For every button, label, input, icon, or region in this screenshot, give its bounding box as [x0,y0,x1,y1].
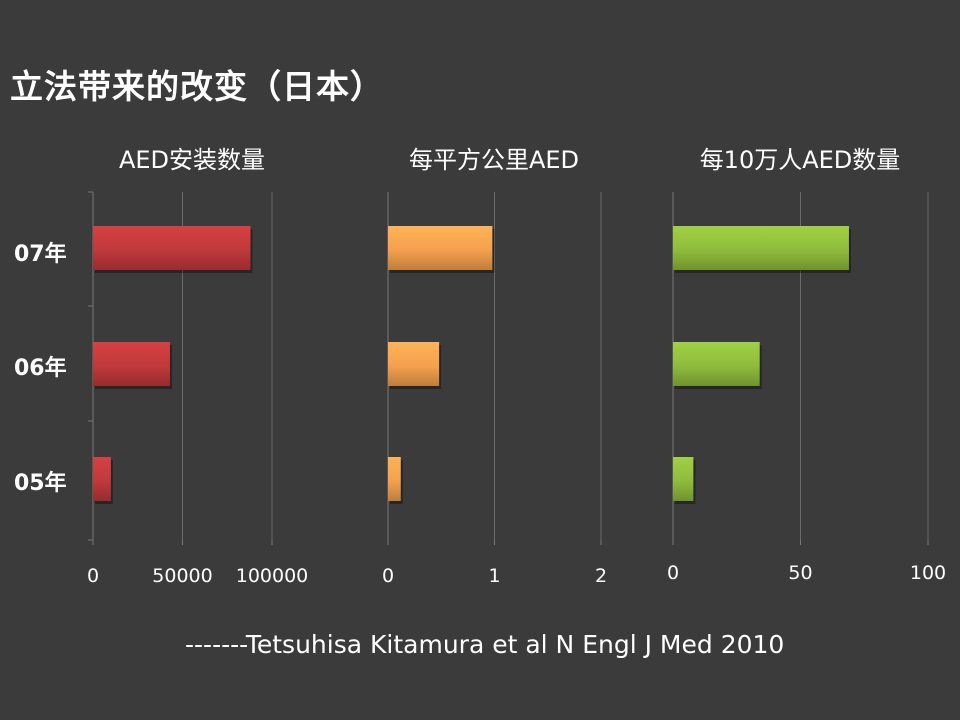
x-tick-label: 100000 [236,565,309,587]
bar-07年 [93,226,251,270]
slide-title: 立法带来的改变（日本） [10,67,384,106]
bar-06年 [93,342,170,386]
bar-05年 [673,457,694,501]
year-label-07: 07年 [14,242,67,267]
chart-title-aed-count: AED安装数量 [118,146,266,174]
bar-07年 [673,226,849,270]
year-label-05: 05年 [14,471,67,496]
chart-title-aed-per-km2: 每平方公里AED [408,146,580,174]
chart-title-aed-per-100k: 每10万人AED数量 [699,146,901,174]
bar-05年 [93,457,111,501]
bar-05年 [388,457,401,501]
year-label-06: 06年 [14,356,67,381]
bar-06年 [388,342,440,386]
x-tick-label: 100 [910,562,946,584]
bar-06年 [673,342,760,386]
bar-07年 [388,226,493,270]
x-tick-label: 50000 [152,565,212,587]
x-tick-label: 2 [595,565,607,587]
citation: -------Tetsuhisa Kitamura et al N Engl J… [185,630,785,659]
x-tick-label: 0 [87,565,99,587]
x-tick-label: 0 [382,565,394,587]
x-tick-label: 50 [788,562,812,584]
x-tick-label: 0 [667,562,679,584]
x-tick-label: 1 [488,565,500,587]
